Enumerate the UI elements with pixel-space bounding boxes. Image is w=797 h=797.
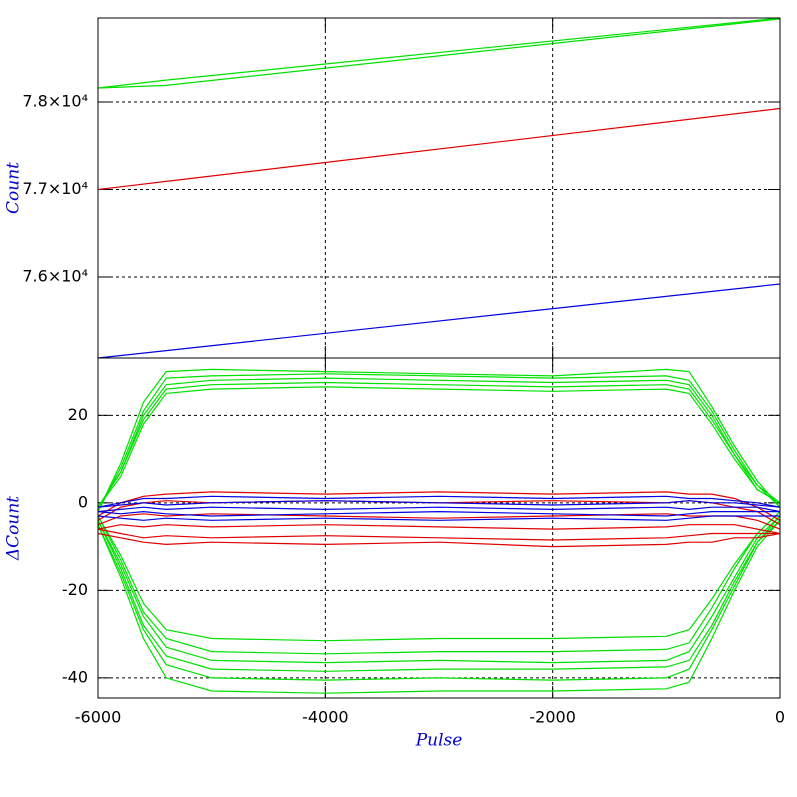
plot-frame [97,17,781,359]
data-line [97,524,781,535]
x-axis-label: Pulse [415,731,463,751]
y-tick-label: 7.6×10⁴ [22,266,88,285]
data-line [97,18,781,89]
data-line [97,491,781,521]
data-line [97,283,781,359]
data-line [97,528,780,541]
x-tick-label: -2000 [529,708,576,727]
data-line [97,500,781,526]
data-line [97,107,781,191]
data-line [97,510,780,517]
data-line [97,368,781,512]
y-tick-label: 7.8×10⁴ [22,91,88,110]
y-axis-label: ΔCount [4,496,24,561]
y-tick-label: -40 [62,667,88,686]
data-line [97,495,781,508]
plot-frame [97,357,781,699]
y-tick-label: 20 [68,405,88,424]
data-line [97,515,781,672]
data-line [97,377,781,508]
data-line [97,511,781,642]
data-line [97,519,781,681]
y-tick-label: -20 [62,580,88,599]
x-tick-label: 0 [775,708,785,727]
data-line [97,386,781,508]
data-line [97,373,781,512]
data-line [97,515,780,521]
data-line [97,17,781,89]
data-line [97,381,781,508]
data-line [97,532,781,548]
x-tick-label: -6000 [75,708,122,727]
y-axis-label: Count [4,162,24,214]
data-line [97,506,781,513]
y-tick-label: 0 [78,492,88,511]
data-line [97,500,781,508]
data-line [97,511,781,655]
data-line [97,515,781,664]
y-tick-label: 7.7×10⁴ [22,179,88,198]
data-line [97,519,781,694]
x-tick-label: -4000 [302,708,349,727]
